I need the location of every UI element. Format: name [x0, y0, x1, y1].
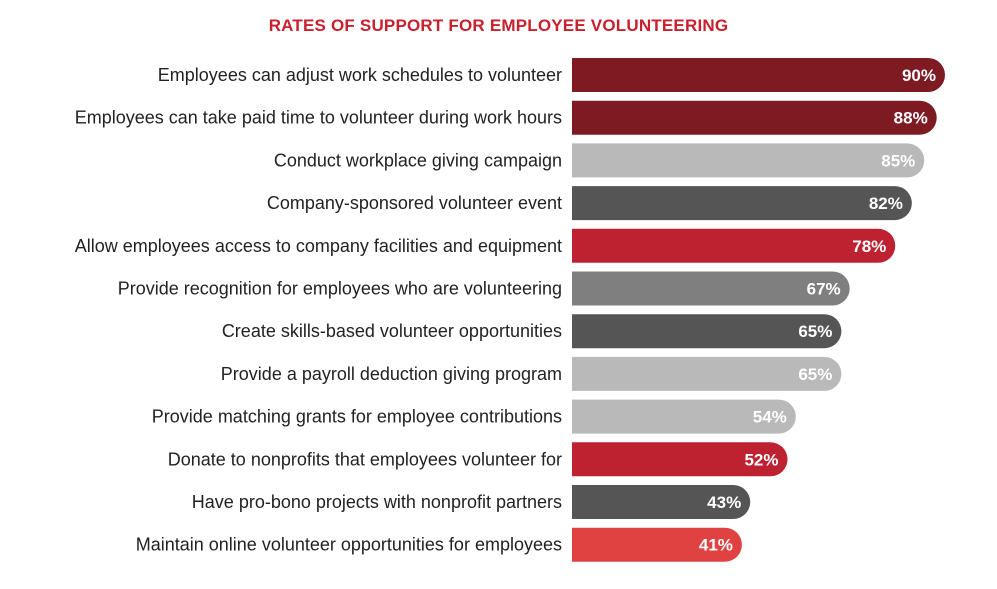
bar [572, 143, 925, 178]
value-label: 88% [894, 109, 928, 128]
bar [572, 356, 842, 391]
value-label: 52% [744, 450, 778, 469]
category-label: Maintain online volunteer opportunities … [136, 535, 562, 555]
bar [572, 186, 912, 221]
value-label: 54% [753, 408, 787, 427]
bar [572, 271, 850, 306]
category-label: Donate to nonprofits that employees volu… [168, 449, 562, 469]
value-label: 65% [798, 322, 832, 341]
bar [572, 442, 788, 477]
category-label: Conduct workplace giving campaign [274, 150, 562, 170]
value-label: 82% [869, 194, 903, 213]
value-label: 85% [881, 151, 915, 170]
category-label: Employees can adjust work schedules to v… [158, 65, 562, 85]
value-label: 90% [902, 66, 936, 85]
bar [572, 485, 751, 519]
bar [572, 58, 945, 92]
bar [572, 228, 896, 263]
value-label: 67% [807, 280, 841, 299]
category-label: Allow employees access to company facili… [75, 236, 562, 256]
value-label: 41% [699, 536, 733, 555]
value-label: 65% [798, 365, 832, 384]
bar [572, 314, 842, 349]
bar [572, 399, 796, 434]
value-label: 78% [852, 237, 886, 256]
category-label: Provide a payroll deduction giving progr… [221, 364, 562, 384]
bar [572, 527, 742, 562]
category-label: Company-sponsored volunteer event [267, 193, 562, 213]
category-label: Create skills-based volunteer opportunit… [222, 321, 562, 341]
bar [572, 100, 937, 135]
category-label: Provide recognition for employees who ar… [118, 279, 562, 299]
category-label: Have pro-bono projects with nonprofit pa… [192, 492, 562, 512]
value-label: 43% [707, 493, 741, 512]
category-label: Employees can take paid time to voluntee… [75, 108, 562, 128]
chart-title: RATES OF SUPPORT FOR EMPLOYEE VOLUNTEERI… [268, 16, 729, 35]
category-label: Provide matching grants for employee con… [152, 407, 562, 427]
